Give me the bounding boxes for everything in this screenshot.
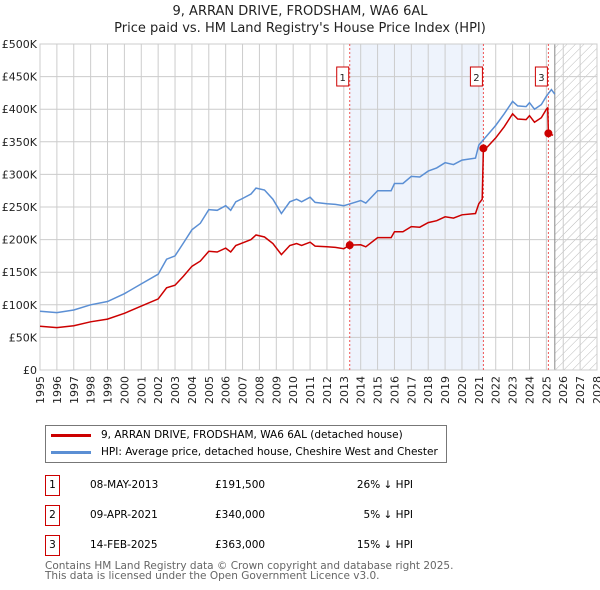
- x-tick-label: 2026: [557, 376, 570, 404]
- chart-title: 9, ARRAN DRIVE, FRODSHAM, WA6 6AL: [172, 4, 428, 19]
- sale-row: 3 14-FEB-2025 £363,000 15% ↓ HPI: [45, 535, 445, 556]
- x-tick-label: 2002: [152, 376, 165, 404]
- legend-swatch-property: [51, 433, 91, 437]
- x-tick-label: 2024: [523, 376, 536, 404]
- x-tick-label: 2019: [439, 376, 452, 404]
- sale-point: [479, 144, 488, 153]
- x-tick-label: 2011: [304, 376, 317, 404]
- x-tick-label: 2028: [591, 376, 600, 404]
- x-tick-label: 2021: [473, 376, 486, 404]
- y-tick-label: £150K: [2, 266, 38, 279]
- sale-marker-badge: 1: [45, 475, 60, 496]
- x-tick-label: 2000: [118, 376, 131, 404]
- sale-marker-badge: 3: [45, 535, 60, 556]
- sale-price: £340,000: [215, 509, 266, 521]
- legend: 9, ARRAN DRIVE, FRODSHAM, WA6 6AL (detac…: [45, 425, 447, 463]
- y-tick-label: £50K: [9, 331, 38, 344]
- y-tick-label: £250K: [2, 201, 38, 214]
- sale-point: [345, 241, 354, 250]
- y-tick-label: £400K: [2, 103, 38, 116]
- x-tick-label: 2008: [253, 376, 266, 404]
- footer-copyright: Contains HM Land Registry data © Crown c…: [45, 560, 454, 572]
- x-tick-label: 2007: [237, 376, 250, 404]
- x-tick-label: 2005: [203, 376, 216, 404]
- legend-swatch-hpi: [51, 450, 91, 454]
- chart-subtitle: Price paid vs. HM Land Registry's House …: [114, 21, 486, 36]
- sale-marker-box: [534, 66, 548, 87]
- series-line: [39, 106, 554, 329]
- y-tick-label: £300K: [2, 168, 38, 181]
- x-tick-label: 2009: [270, 376, 283, 404]
- x-tick-label: 2014: [355, 376, 368, 404]
- sale-marker-label: 2: [473, 73, 479, 84]
- x-tick-label: 2017: [405, 376, 418, 404]
- y-tick-label: £200K: [2, 234, 38, 247]
- sale-date: 14-FEB-2025: [90, 539, 158, 551]
- x-tick-label: 2018: [422, 376, 435, 404]
- sale-marker-label: 3: [538, 73, 544, 84]
- y-tick-label: £100K: [2, 299, 38, 312]
- y-tick-label: £450K: [2, 71, 38, 84]
- sale-point: [544, 129, 553, 138]
- x-tick-label: 2025: [540, 376, 553, 404]
- y-tick-label: £500K: [2, 38, 38, 51]
- y-tick-label: £350K: [2, 136, 38, 149]
- x-tick-label: 2006: [220, 376, 233, 404]
- sale-date: 08-MAY-2013: [90, 479, 159, 491]
- x-tick-label: 1995: [34, 376, 47, 404]
- x-tick-label: 2012: [321, 376, 334, 404]
- sale-marker-badge: 2: [45, 505, 60, 526]
- x-tick-label: 2010: [287, 376, 300, 404]
- sale-marker-box: [336, 66, 350, 87]
- x-tick-label: 2022: [490, 376, 503, 404]
- price-chart: 1995 1996 1997 1998 1999 2000 2001 2002 2003 2004…: [2, 38, 600, 404]
- sale-row: 2 09-APR-2021 £340,000 5% ↓ HPI: [45, 505, 445, 526]
- footer: Contains HM Land Registry data © Crown c…: [45, 560, 454, 582]
- sale-marker-label: 1: [340, 73, 346, 84]
- x-tick-label: 2023: [507, 376, 520, 404]
- x-tick-label: 1997: [68, 376, 81, 404]
- series-line: [39, 88, 556, 314]
- x-tick-label: 1996: [51, 376, 64, 404]
- x-tick-label: 2004: [186, 376, 199, 404]
- x-tick-label: 2016: [388, 376, 401, 404]
- sale-hpi-diff: 15% ↓ HPI: [356, 539, 413, 551]
- x-tick-label: 1999: [102, 376, 115, 404]
- sale-price: £363,000: [215, 539, 266, 551]
- sale-row: 1 08-MAY-2013 £191,500 26% ↓ HPI: [45, 475, 445, 496]
- x-tick-label: 2027: [574, 376, 587, 404]
- x-tick-label: 2015: [372, 376, 385, 404]
- footer-licence: This data is licensed under the Open Gov…: [45, 570, 380, 582]
- sale-hpi-diff: 26% ↓ HPI: [356, 479, 413, 491]
- x-tick-label: 2020: [456, 376, 469, 404]
- x-tick-label: 2001: [135, 376, 148, 404]
- legend-label-property: 9, ARRAN DRIVE, FRODSHAM, WA6 6AL (detac…: [101, 429, 403, 441]
- legend-label-hpi: HPI: Average price, detached house, Ches…: [101, 446, 438, 458]
- x-tick-label: 2013: [338, 376, 351, 404]
- x-tick-label: 2003: [169, 376, 182, 404]
- plot-frame: [39, 43, 598, 371]
- y-tick-label: £0: [23, 364, 37, 377]
- x-tick-label: 1998: [85, 376, 98, 404]
- sale-price: £191,500: [215, 479, 266, 491]
- sale-hpi-diff: 5% ↓ HPI: [363, 509, 413, 521]
- sale-date: 09-APR-2021: [90, 509, 158, 521]
- sale-marker-box: [469, 66, 483, 87]
